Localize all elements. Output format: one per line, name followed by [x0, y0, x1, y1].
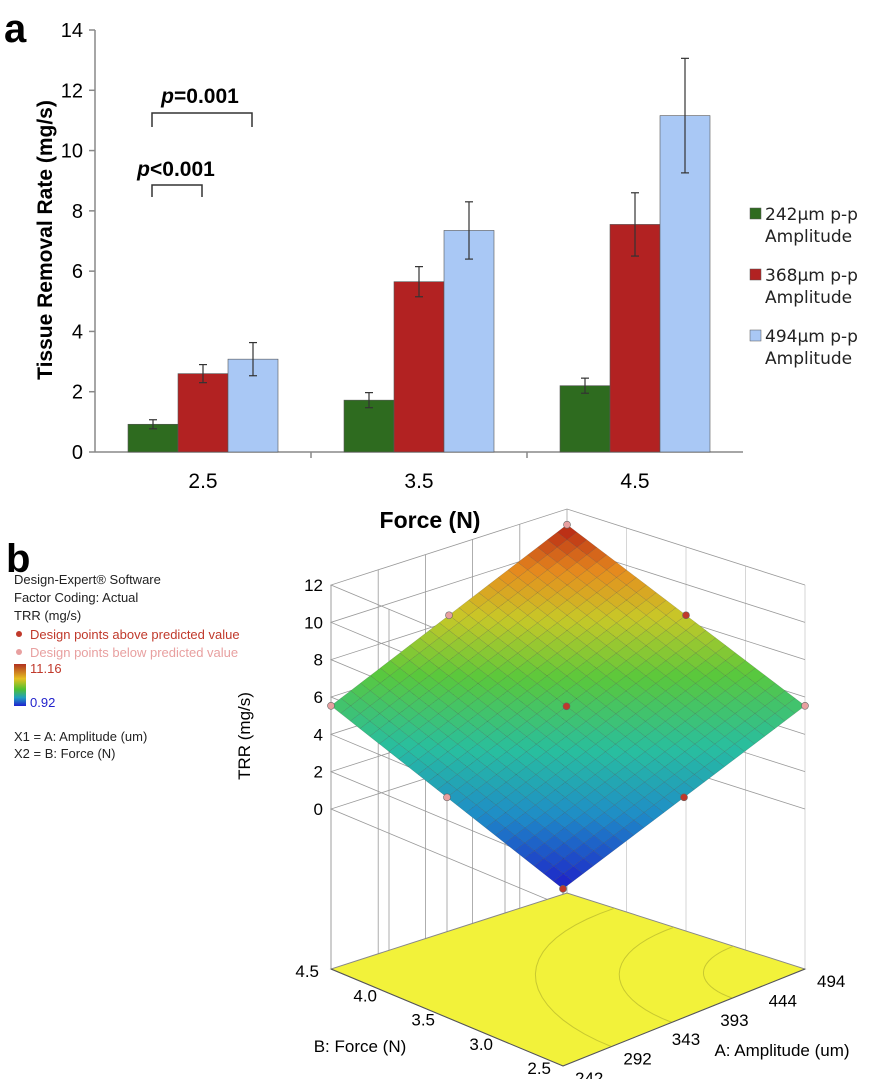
colorbar-min-label: 0.92 — [30, 695, 55, 710]
bar — [559, 385, 611, 453]
floor-contour-line — [534, 907, 615, 1048]
design-point-marker — [562, 702, 571, 711]
design-point-marker — [327, 702, 335, 710]
surface-cell — [553, 873, 574, 889]
design-point-marker — [801, 702, 809, 710]
pvalue-label-1: p=0.001 — [160, 85, 239, 108]
x-axis-label: Force (N) — [380, 507, 481, 533]
amplitude-axis-label: A: Amplitude (um) — [714, 1041, 849, 1060]
force-tick-label: 3.5 — [411, 1011, 435, 1030]
force-tick-label: 2.5 — [527, 1059, 551, 1078]
panel-a-letter: a — [4, 7, 27, 51]
bar — [393, 281, 445, 453]
y-tick-label: 8 — [72, 201, 83, 223]
design-point-below-label: Design points below predicted value — [30, 645, 238, 660]
amplitude-tick-label: 242 — [575, 1069, 603, 1079]
amplitude-tick-label: 393 — [720, 1011, 748, 1030]
legend-label: Amplitude — [765, 227, 852, 247]
response-label: TRR (mg/s) — [14, 608, 81, 623]
z-tick-label: 4 — [314, 725, 323, 744]
design-point-above-marker — [16, 631, 22, 637]
y-tick-label: 6 — [72, 261, 83, 283]
design-point-marker — [682, 611, 690, 620]
z-tick-label: 8 — [314, 651, 323, 670]
colorbar — [14, 664, 26, 706]
x-tick-label: 4.5 — [620, 470, 649, 493]
design-point-marker — [563, 520, 571, 529]
x-tick-label: 2.5 — [188, 470, 217, 493]
y-axis-label: Tissue Removal Rate (mg/s) — [34, 100, 57, 380]
legend-label: 242µm p-p — [765, 205, 858, 225]
software-label: Design-Expert® Software — [14, 572, 161, 587]
design-point-marker — [443, 793, 451, 802]
factor-x2-label: X2 = B: Force (N) — [14, 746, 116, 761]
surface-plot-area: 0 2 4 6 8 10 12 TRR (mg/s) 2.5 3.0 3.5 4.0 4.5 B: For… — [235, 508, 850, 1079]
z-tick-label: 6 — [314, 688, 323, 707]
factor-x1-label: X1 = A: Amplitude (um) — [14, 729, 147, 744]
legend-swatch — [749, 207, 762, 220]
panel-b-letter: b — [6, 537, 30, 581]
design-point-marker — [680, 793, 688, 802]
z-tick-label: 2 — [314, 763, 323, 782]
legend-label: Amplitude — [765, 288, 852, 308]
force-tick-label: 4.0 — [353, 986, 377, 1005]
pvalue-label-2: p<0.001 — [136, 158, 215, 181]
amplitude-tick-label: 343 — [672, 1030, 700, 1049]
colorbar-max-label: 11.16 — [30, 661, 62, 676]
z-tick-label: 12 — [304, 576, 323, 595]
legend-label: 494µm p-p — [765, 327, 858, 347]
force-tick-label: 4.5 — [295, 962, 319, 981]
response-surface — [330, 524, 806, 889]
bar — [177, 373, 229, 453]
force-axis-label: B: Force (N) — [314, 1037, 407, 1056]
y-tick-label: 12 — [61, 80, 83, 102]
bar — [443, 230, 495, 453]
z-axis-label: TRR (mg/s) — [235, 692, 254, 780]
y-tick-label: 4 — [72, 321, 83, 343]
amplitude-tick-label: 444 — [769, 991, 797, 1010]
factor-coding-label: Factor Coding: Actual — [14, 590, 138, 605]
floor-front-edges — [330, 968, 806, 1067]
design-point-below-marker — [16, 649, 22, 655]
amplitude-tick-label: 292 — [623, 1050, 651, 1069]
design-point-marker — [559, 885, 567, 893]
x-tick-label: 3.5 — [404, 470, 433, 493]
legend-label: Amplitude — [765, 349, 852, 369]
bar-group — [127, 57, 711, 453]
panel-a-bar-chart: a Tissue Removal Rate (mg/s) 0 2 4 6 8 10 12 14… — [4, 7, 858, 533]
panel-b-surface-plot: b Design-Expert® Software Factor Coding:… — [6, 508, 850, 1079]
y-tick-label: 2 — [72, 382, 83, 404]
design-point-marker — [445, 611, 453, 620]
y-tick-label: 14 — [61, 20, 83, 42]
force-tick-label: 3.0 — [469, 1035, 493, 1054]
y-tick-group: 0 2 4 6 8 10 12 14 — [61, 20, 95, 464]
amplitude-tick-label: 494 — [817, 972, 845, 991]
x-tick-group: 2.5 3.5 4.5 — [188, 452, 650, 493]
y-tick-label: 0 — [72, 442, 83, 464]
significance-bracket-1: p=0.001 — [151, 85, 253, 127]
z-tick-label: 10 — [304, 613, 323, 632]
legend-swatch — [749, 268, 762, 281]
legend-label: 368µm p-p — [765, 266, 858, 286]
bar — [609, 224, 661, 453]
design-point-above-label: Design points above predicted value — [30, 627, 240, 642]
significance-bracket-2: p<0.001 — [136, 158, 215, 197]
y-tick-label: 10 — [61, 141, 83, 163]
floor-contour-line — [702, 945, 734, 999]
floor-contour-line — [618, 926, 675, 1023]
z-tick-label: 0 — [314, 800, 323, 819]
legend-swatch — [749, 329, 762, 342]
